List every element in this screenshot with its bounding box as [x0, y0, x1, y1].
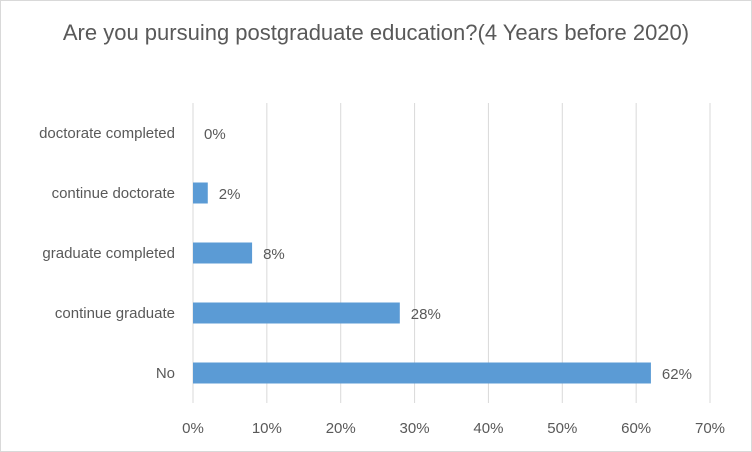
x-tick-label: 60%: [621, 420, 651, 437]
data-label: 62%: [662, 366, 692, 383]
category-label: graduate completed: [42, 245, 175, 262]
data-label: 0%: [204, 126, 226, 143]
category-label: doctorate completed: [39, 125, 175, 142]
x-tick-label: 70%: [695, 420, 725, 437]
data-label: 2%: [219, 186, 241, 203]
category-label: continue doctorate: [52, 185, 175, 202]
bar: [193, 242, 253, 264]
x-tick-label: 30%: [400, 420, 430, 437]
data-label: 8%: [263, 246, 285, 263]
bar: [193, 302, 400, 324]
bar: [193, 182, 208, 204]
x-tick-label: 10%: [252, 420, 282, 437]
x-tick-label: 50%: [547, 420, 577, 437]
x-tick-label: 0%: [182, 420, 204, 437]
bar: [193, 362, 651, 384]
category-label: No: [156, 365, 175, 382]
chart-title: Are you pursuing postgraduate education?…: [62, 20, 690, 45]
x-tick-label: 20%: [326, 420, 356, 437]
x-tick-label: 40%: [473, 420, 503, 437]
data-label: 28%: [411, 306, 441, 323]
category-label: continue graduate: [55, 305, 175, 322]
